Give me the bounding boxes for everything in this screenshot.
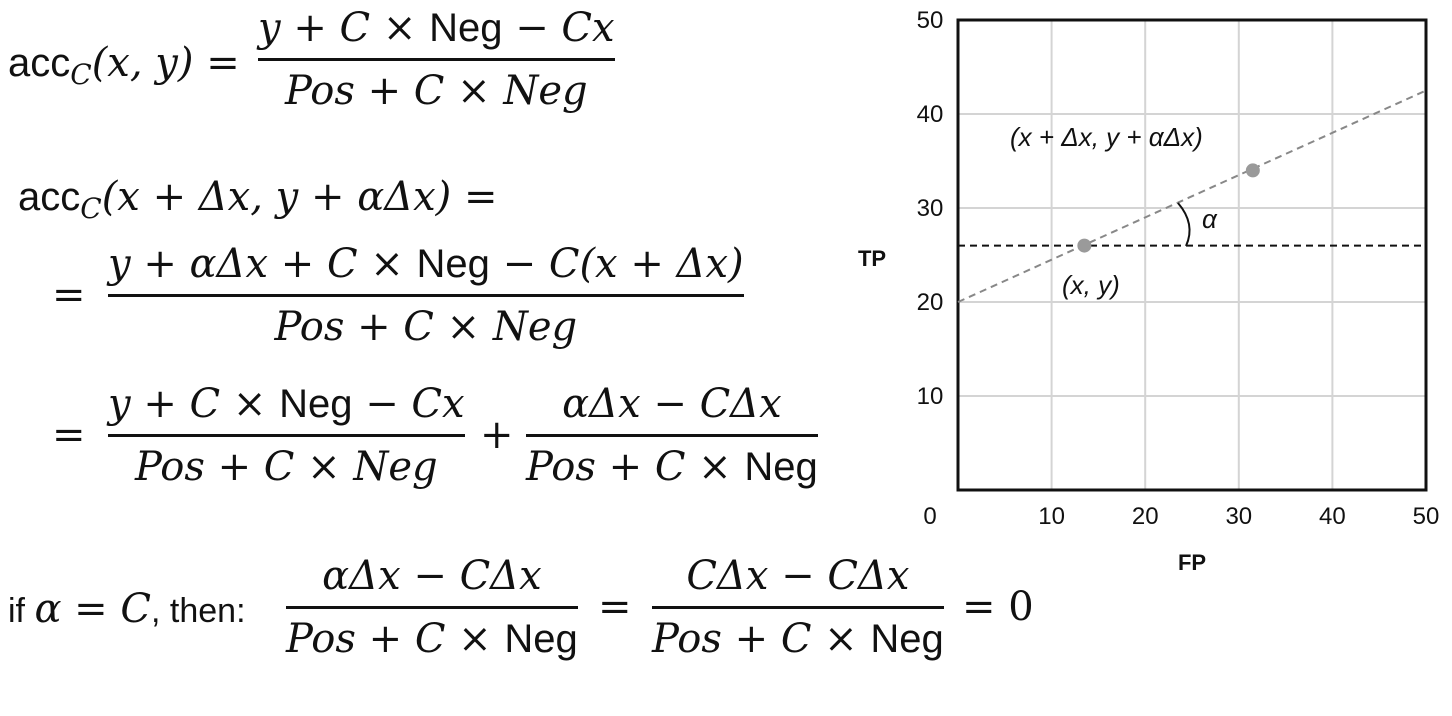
eq2-acc: acc [18, 175, 81, 219]
eq1-fraction-bar [258, 58, 615, 61]
angle-label: α [1202, 204, 1218, 234]
eq2-sub: C [80, 192, 102, 225]
eq1-sub: C [70, 58, 92, 91]
angle-arc [1177, 202, 1191, 247]
x-axis-label: FP [1178, 550, 1206, 575]
x-tick-label: 40 [1319, 503, 1346, 530]
eq4-equals: = [598, 584, 632, 630]
plot-frame [956, 18, 1428, 492]
eq3-plus: + [480, 412, 514, 458]
eq4-result: = 0 [962, 584, 1034, 630]
eq2-fraction-bar [108, 294, 744, 297]
eq4-f1-numerator: αΔx − CΔx [322, 553, 542, 599]
y-axis-label: TP [858, 246, 886, 271]
eq2-fraction: y + αΔx + C × Neg − C(x + Δx) Pos + C × … [108, 240, 744, 351]
eq3-fraction-2: αΔx − CΔx Pos + C × Neg [526, 380, 818, 491]
eq3-fraction-1: y + C × Neg − Cx Pos + C × Neg [108, 380, 465, 491]
plot-grid [958, 20, 1426, 490]
eq4-if: if [8, 592, 35, 630]
point-xy [1077, 238, 1092, 253]
plot-points [1077, 163, 1260, 253]
y-tick-label: 20 [917, 289, 944, 316]
x-tick-label: 0 [923, 503, 936, 530]
eq3-f1-bar [108, 434, 465, 437]
eq3-f1-denominator: Pos + C × Neg [134, 444, 438, 490]
eq2-denominator: Pos + C × Neg [274, 304, 578, 350]
point2-label: (x + Δx, y + αΔx) [1010, 122, 1203, 152]
eq4-f2-numerator: CΔx − CΔx [686, 553, 910, 599]
eq3-f2-bar [526, 434, 818, 437]
y-tick-label: 10 [917, 383, 944, 410]
eq1-args: (x, y) = [91, 40, 240, 86]
y-tick-label: 30 [917, 195, 944, 222]
eq1-fraction: y + C × Neg − Cx Pos + C × Neg [258, 4, 615, 115]
eq1-lhs: accC(x, y) = [8, 40, 240, 91]
eq4-cond: α = C [34, 586, 152, 632]
eq4-f2-bar [652, 606, 944, 609]
eq2-args: (x + Δx, y + αΔx) = [101, 174, 498, 220]
y-tick-labels: 10 20 30 40 50 [917, 7, 944, 410]
eq4-fraction-2: CΔx − CΔx Pos + C × Neg [652, 552, 944, 663]
y-tick-label: 50 [917, 7, 944, 34]
eq3-f2-denominator: Pos + C × Neg [526, 444, 818, 490]
eq1-denominator: Pos + C × Neg [284, 68, 588, 114]
x-tick-label: 50 [1413, 503, 1440, 530]
eq3-equals: = [52, 412, 86, 458]
eq3-f1-numerator: y + C × Neg − Cx [108, 381, 465, 427]
y-tick-label: 40 [917, 101, 944, 128]
x-tick-label: 10 [1038, 503, 1065, 530]
slope-line [957, 89, 1427, 303]
eq2-numerator: y + αΔx + C × Neg − C(x + Δx) [108, 241, 744, 287]
eq4-f1-denominator: Pos + C × Neg [286, 616, 578, 662]
x-tick-label: 20 [1132, 503, 1159, 530]
eq2-equals: = [52, 272, 86, 318]
plot-lines [957, 89, 1427, 303]
x-tick-label: 30 [1225, 503, 1252, 530]
eq1-numerator: y + C × Neg − Cx [258, 5, 615, 51]
eq4-condition: if α = C, then: [8, 586, 246, 632]
eq4-fraction-1: αΔx − CΔx Pos + C × Neg [286, 552, 578, 663]
eq2-lhs: accC(x + Δx, y + αΔx) = [18, 174, 498, 225]
eq4-then: , then: [151, 592, 246, 630]
eq4-f1-bar [286, 606, 578, 609]
point1-label: (x, y) [1062, 270, 1120, 300]
eq1-acc: acc [8, 41, 71, 85]
eq4-f2-denominator: Pos + C × Neg [652, 616, 944, 662]
x-tick-labels: 0 10 20 30 40 50 [923, 503, 1439, 530]
point-shifted [1245, 163, 1260, 178]
eq3-f2-numerator: αΔx − CΔx [562, 381, 782, 427]
